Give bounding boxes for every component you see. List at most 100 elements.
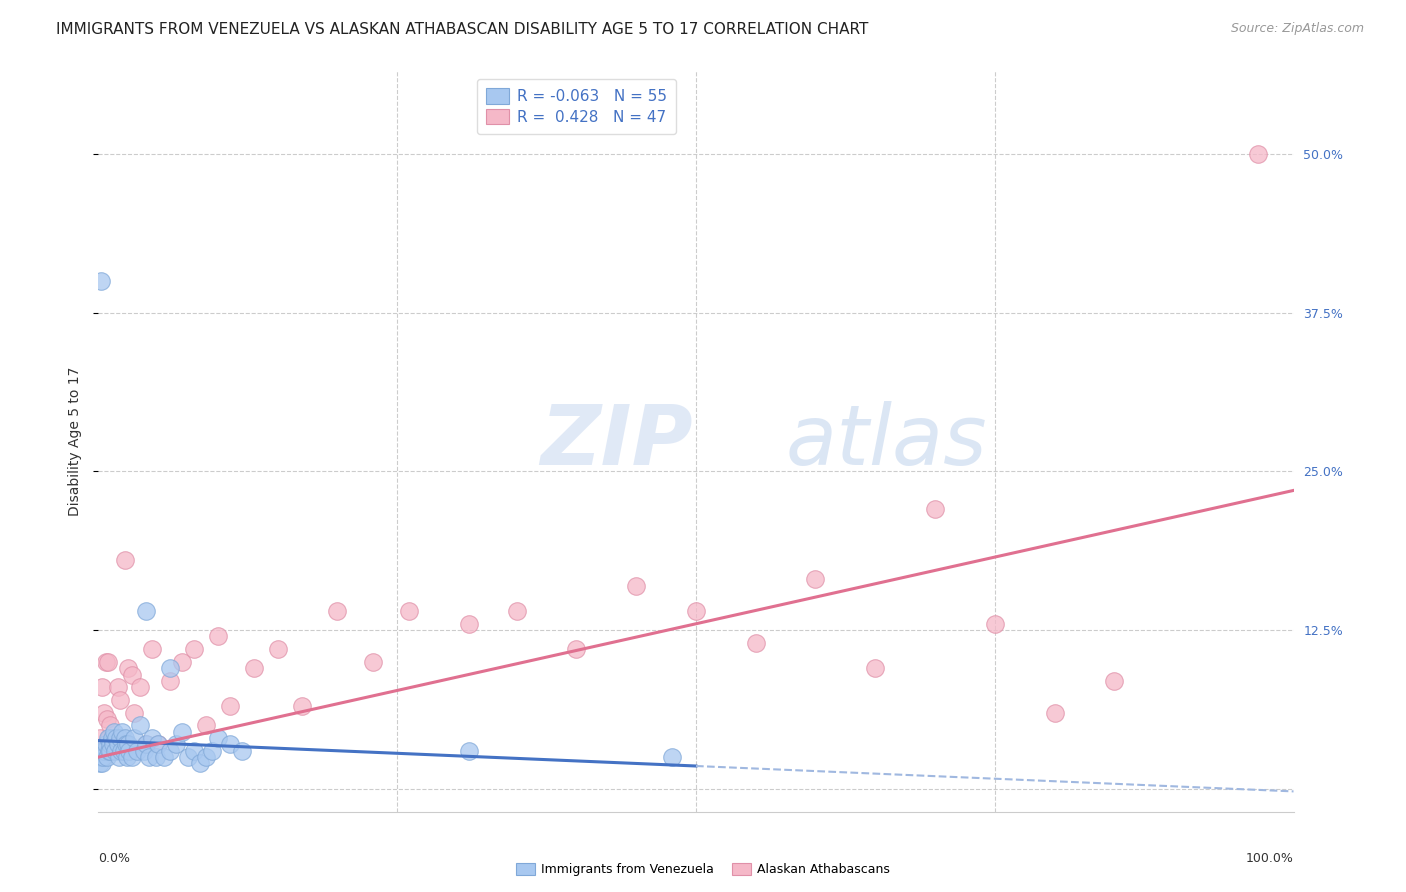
Point <box>141 731 163 745</box>
Point <box>124 731 146 745</box>
Point <box>97 655 120 669</box>
Point <box>159 661 181 675</box>
Point <box>194 718 218 732</box>
Point <box>107 680 129 694</box>
Point <box>98 731 121 745</box>
Point <box>89 756 111 771</box>
Point <box>188 756 211 771</box>
Point <box>98 718 122 732</box>
Point <box>97 731 120 745</box>
Point <box>90 750 112 764</box>
Point <box>100 731 122 745</box>
Point <box>219 738 242 752</box>
Point <box>89 731 111 745</box>
Point <box>183 744 205 758</box>
Point <box>111 738 134 752</box>
Legend: Immigrants from Venezuela, Alaskan Athabascans: Immigrants from Venezuela, Alaskan Athab… <box>510 858 896 881</box>
Point <box>145 750 167 764</box>
Point <box>267 642 290 657</box>
Point <box>506 604 529 618</box>
Point <box>110 744 132 758</box>
Point <box>135 604 157 618</box>
Point <box>231 744 253 758</box>
Point <box>96 750 118 764</box>
Point <box>93 744 115 758</box>
Point <box>94 655 117 669</box>
Text: atlas: atlas <box>786 401 987 482</box>
Point <box>1102 673 1125 688</box>
Point <box>183 642 205 657</box>
Point <box>135 738 157 752</box>
Point <box>101 738 124 752</box>
Point <box>125 744 148 758</box>
Point <box>148 738 170 752</box>
Point <box>96 712 118 726</box>
Y-axis label: Disability Age 5 to 17: Disability Age 5 to 17 <box>69 367 83 516</box>
Point <box>115 750 138 764</box>
Point <box>148 738 170 752</box>
Point <box>565 642 588 657</box>
Point <box>98 738 122 752</box>
Point <box>685 604 707 618</box>
Point <box>745 636 768 650</box>
Point <box>117 661 139 675</box>
Point <box>118 744 141 758</box>
Point <box>207 731 229 745</box>
Point <box>363 655 385 669</box>
Point <box>107 750 129 764</box>
Point <box>132 744 155 758</box>
Point <box>90 274 112 288</box>
Text: 0.0%: 0.0% <box>98 853 131 865</box>
Point <box>458 744 481 758</box>
Point <box>114 553 136 567</box>
Point <box>1043 706 1066 720</box>
Point <box>101 738 124 752</box>
Point <box>172 655 194 669</box>
Point <box>115 738 138 752</box>
Point <box>108 693 131 707</box>
Point <box>129 680 152 694</box>
Point <box>91 750 114 764</box>
Point <box>117 738 139 752</box>
Point <box>121 667 143 681</box>
Point <box>141 642 163 657</box>
Point <box>91 680 114 694</box>
Point <box>129 718 152 732</box>
Point <box>124 706 146 720</box>
Point <box>103 724 125 739</box>
Point <box>93 706 115 720</box>
Point <box>626 579 648 593</box>
Legend: R = -0.063   N = 55, R =  0.428   N = 47: R = -0.063 N = 55, R = 0.428 N = 47 <box>477 79 676 134</box>
Point <box>863 661 887 675</box>
Text: Source: ZipAtlas.com: Source: ZipAtlas.com <box>1230 22 1364 36</box>
Text: 100.0%: 100.0% <box>1246 853 1294 865</box>
Point <box>111 724 134 739</box>
Point <box>804 572 827 586</box>
Point <box>105 731 128 745</box>
Point <box>108 731 131 745</box>
Point <box>121 750 143 764</box>
Point <box>326 604 349 618</box>
Point <box>104 744 127 758</box>
Point <box>291 699 314 714</box>
Point <box>159 744 181 758</box>
Point <box>159 673 181 688</box>
Point <box>98 744 122 758</box>
Point <box>243 661 266 675</box>
Text: IMMIGRANTS FROM VENEZUELA VS ALASKAN ATHABASCAN DISABILITY AGE 5 TO 17 CORRELATI: IMMIGRANTS FROM VENEZUELA VS ALASKAN ATH… <box>56 22 869 37</box>
Point <box>201 744 224 758</box>
Point <box>153 750 176 764</box>
Point <box>112 744 135 758</box>
Point <box>924 502 946 516</box>
Point <box>165 738 187 752</box>
Point <box>94 738 117 752</box>
Text: ZIP: ZIP <box>540 401 693 482</box>
Point <box>194 750 218 764</box>
Point <box>135 738 157 752</box>
Point <box>114 731 136 745</box>
Point <box>107 738 129 752</box>
Point <box>661 750 683 764</box>
Point <box>91 744 114 758</box>
Point <box>458 616 481 631</box>
Point <box>219 699 242 714</box>
